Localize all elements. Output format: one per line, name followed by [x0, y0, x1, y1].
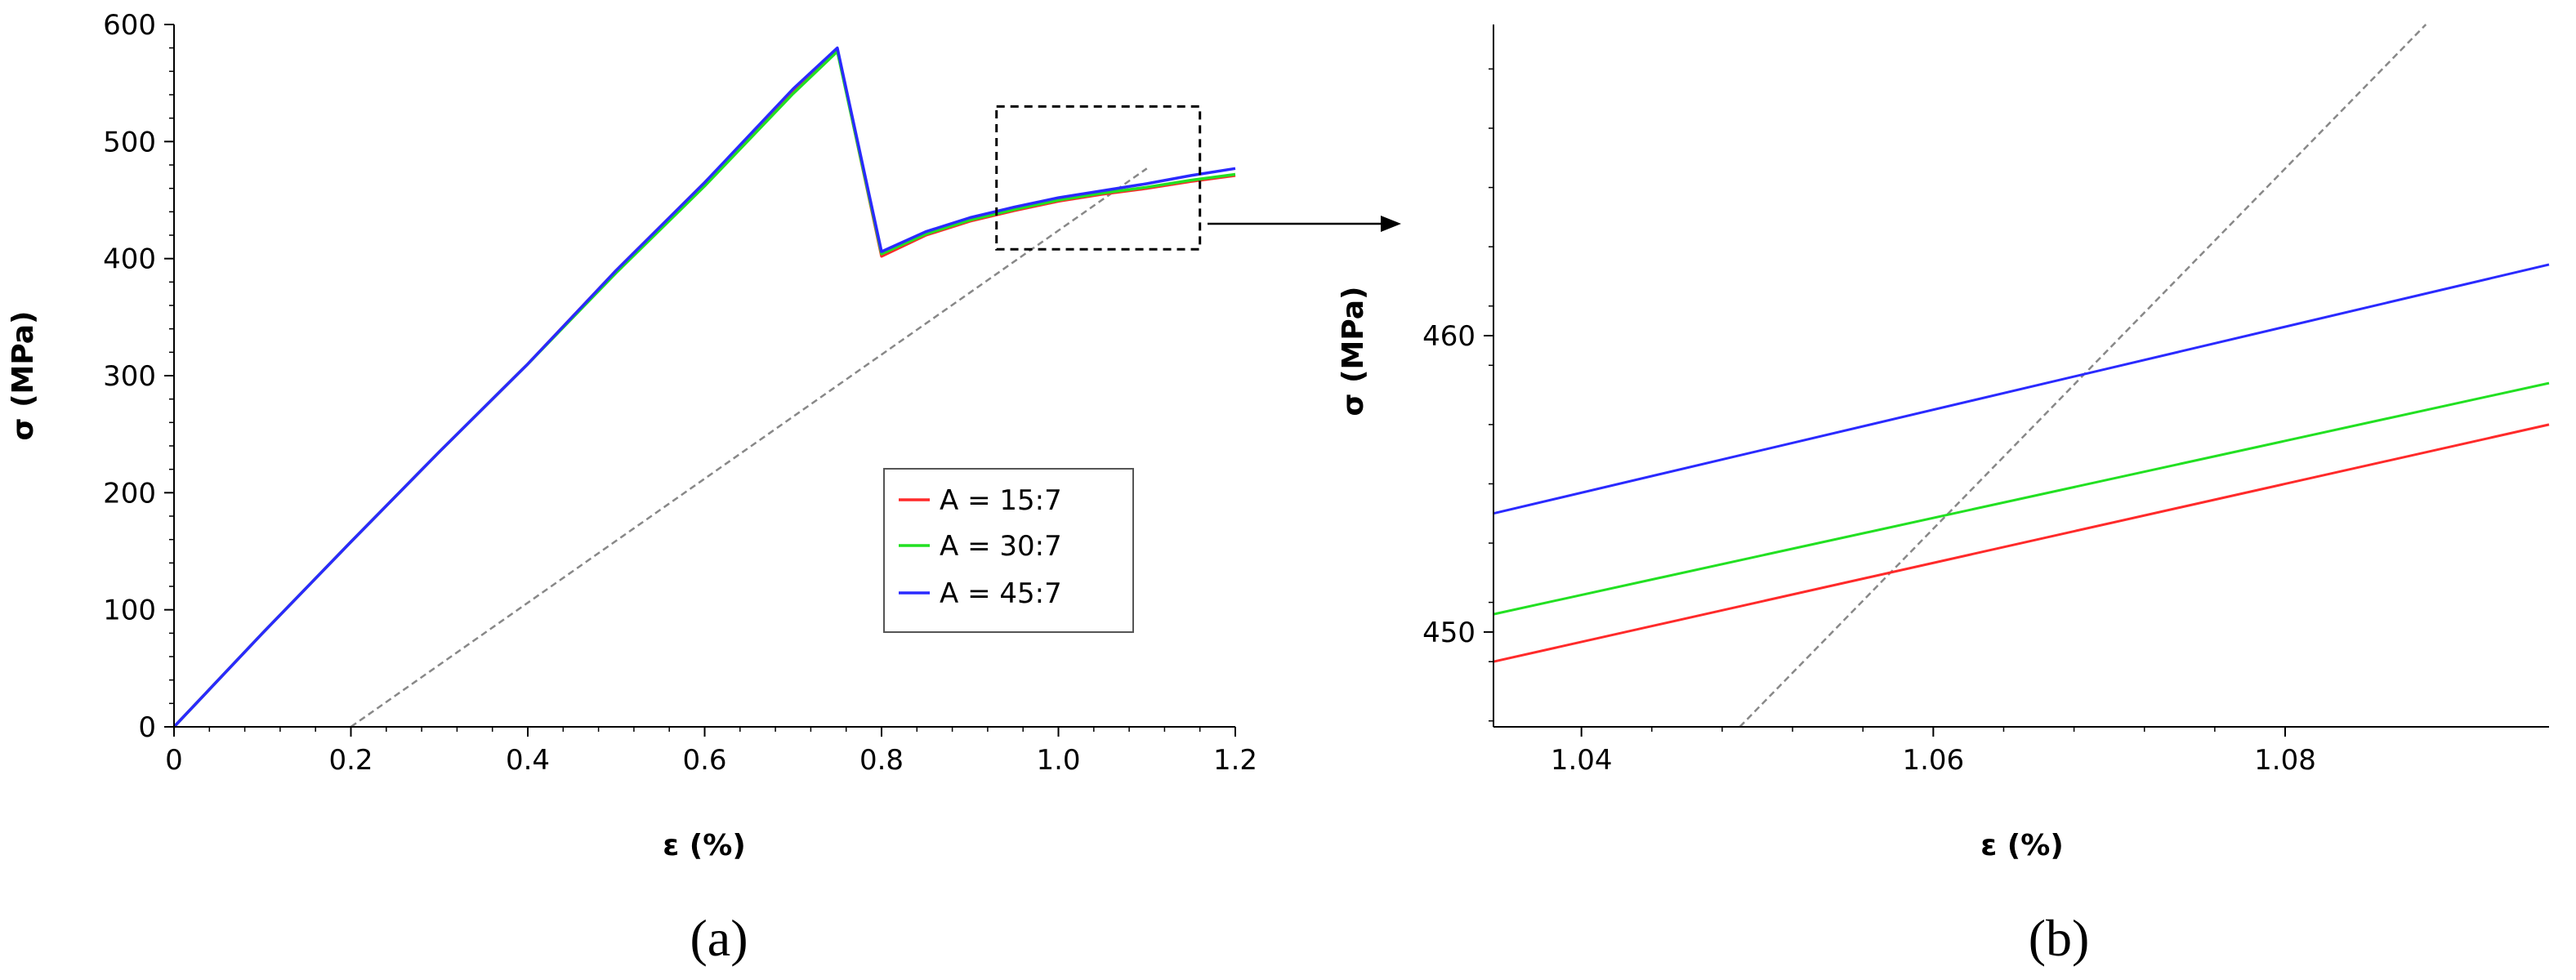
panel-b-x-label: ε (%)	[1980, 829, 2064, 862]
panel-b-caption: (b)	[2029, 909, 2090, 967]
legend-label-30-7: A = 30:7	[940, 530, 1062, 563]
legend-box	[883, 468, 1134, 633]
pa-y-tick-label: 400	[103, 243, 156, 276]
panel-b-y-label: σ (MPa)	[1337, 286, 1370, 416]
pb-series-a-15-7	[1493, 423, 2550, 663]
pb-series-a-30-7	[1493, 381, 2550, 616]
pa-y-tick-label: 600	[103, 9, 156, 42]
legend-label-45-7: A = 45:7	[940, 577, 1062, 610]
pb-series-a-45-7	[1493, 263, 2550, 515]
pa-x-tick-label: 0.6	[682, 744, 726, 777]
pb-y-tick-label: 460	[1422, 320, 1476, 353]
legend: A = 15:7 A = 30:7 A = 45:7	[883, 468, 1134, 633]
pa-y-tick-label: 0	[138, 711, 156, 744]
pb-y-tick-label: 450	[1422, 617, 1476, 649]
panel-a-caption: (a)	[690, 909, 748, 967]
pb-x-tick-label: 1.06	[1902, 744, 1964, 777]
zoom-box	[995, 105, 1202, 251]
pa-y-tick-label: 500	[103, 126, 156, 158]
panel-b-chart: 1.04 1.06 1.08 450 460 σ (MPa) ε (%)	[1337, 24, 2550, 862]
pa-x-tick-label: 0.4	[506, 744, 550, 777]
panel-a-chart: 0 0.2 0.4 0.6 0.8 1.0 1.2 0 100 200 300 400 500 600 σ…	[7, 9, 1257, 862]
panel-a-x-label: ε (%)	[663, 829, 746, 862]
pa-x-tick-label: 0.8	[859, 744, 904, 777]
panel-a-y-label: σ (MPa)	[7, 310, 40, 440]
panel-b-plot-area	[1493, 24, 2549, 727]
pb-x-tick-label: 1.04	[1551, 744, 1613, 777]
pa-y-tick-label: 100	[103, 595, 156, 627]
pa-x-tick-label: 0	[165, 744, 183, 777]
legend-label-15-7: A = 15:7	[940, 484, 1062, 517]
pa-offset-line	[350, 167, 1148, 728]
pa-y-tick-label: 200	[103, 477, 156, 510]
zoom-arrow	[1208, 216, 1401, 232]
pb-x-tick-label: 1.08	[2254, 744, 2316, 777]
pa-y-tick-label: 300	[103, 360, 156, 393]
pa-x-tick-label: 0.2	[328, 744, 373, 777]
pa-x-tick-label: 1.2	[1213, 744, 1257, 777]
pa-x-tick-label: 1.0	[1036, 744, 1080, 777]
pa-series-a-45-7	[172, 46, 1236, 728]
